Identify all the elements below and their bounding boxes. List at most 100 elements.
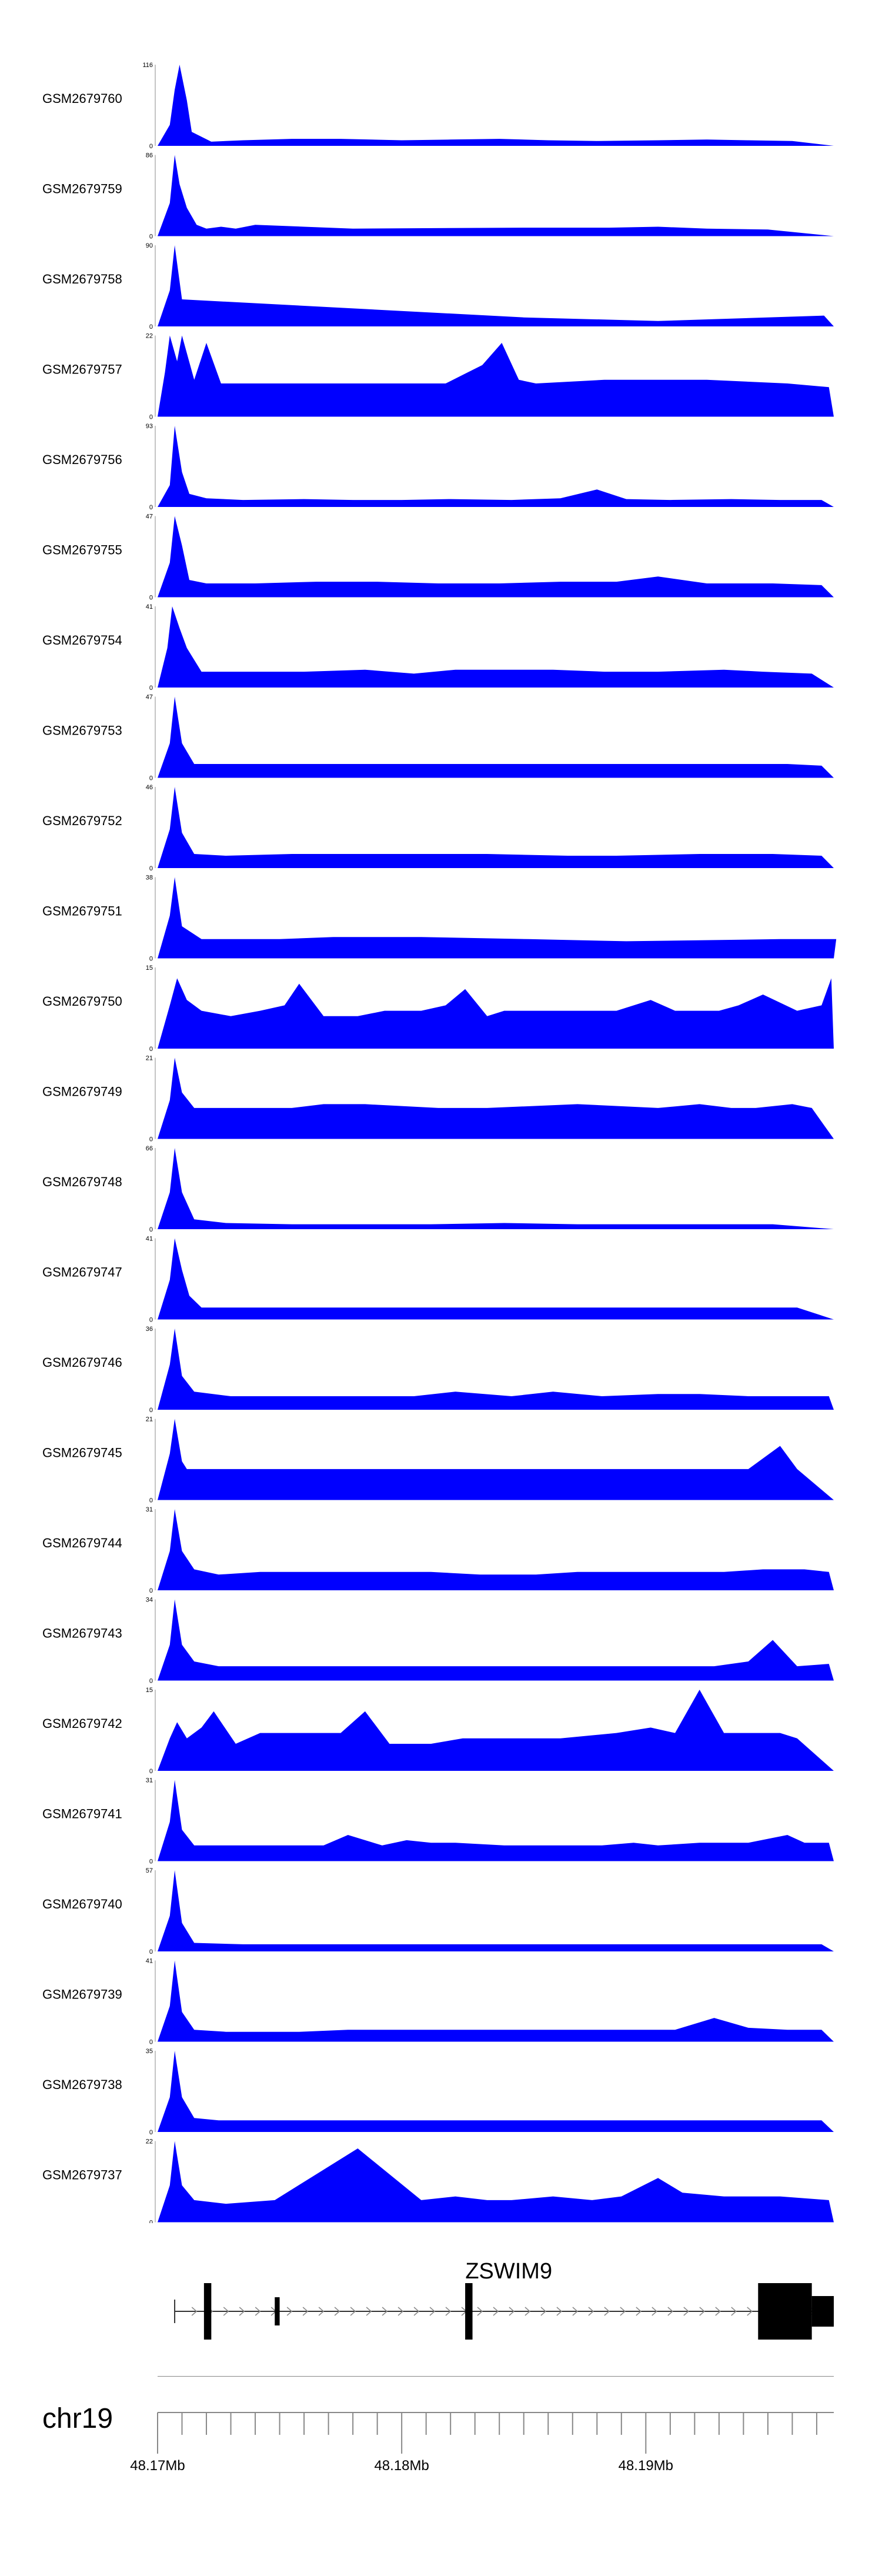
track-ymin-label: 0 — [149, 1678, 153, 1685]
strand-arrow — [715, 2307, 721, 2316]
track-label: GSM2679745 — [42, 1445, 122, 1460]
coverage-area — [158, 1238, 834, 1320]
track-GSM2679760: GSM2679760 116 0 — [42, 62, 834, 150]
track-label: GSM2679756 — [42, 452, 122, 467]
track-ymax-label: 21 — [146, 1416, 153, 1423]
track-GSM2679757: GSM2679757 22 0 — [42, 333, 834, 421]
track-label: GSM2679750 — [42, 994, 122, 1009]
track-ymin-label: 0 — [149, 1497, 153, 1504]
track-label: GSM2679743 — [42, 1626, 122, 1640]
track-ymin-label: 0 — [149, 2039, 153, 2046]
track-ymin-label: 0 — [149, 595, 153, 602]
coverage-area — [158, 516, 834, 598]
axis-tick-label: 48.18Mb — [374, 2458, 429, 2474]
strand-arrow — [445, 2307, 452, 2316]
track-label: GSM2679753 — [42, 723, 122, 738]
track-ymax-label: 90 — [146, 242, 153, 249]
strand-arrow — [572, 2307, 579, 2316]
track-label: GSM2679741 — [42, 1806, 122, 1821]
coverage-area — [158, 1960, 834, 2042]
strand-arrow — [620, 2307, 626, 2316]
axis-tick-label: 48.19Mb — [619, 2458, 673, 2474]
strand-arrow — [699, 2307, 705, 2316]
strand-arrow — [191, 2307, 198, 2316]
track-GSM2679753: GSM2679753 47 0 — [42, 694, 834, 782]
strand-arrow — [509, 2307, 515, 2316]
track-GSM2679739: GSM2679739 41 0 — [42, 1958, 834, 2046]
exon — [465, 2283, 473, 2340]
track-ymin-label: 0 — [149, 1136, 153, 1143]
track-GSM2679742: GSM2679742 15 0 — [42, 1687, 834, 1775]
exon — [811, 2296, 834, 2327]
coverage-area — [158, 787, 834, 868]
strand-arrow — [223, 2307, 229, 2316]
track-GSM2679738: GSM2679738 35 0 — [42, 2048, 834, 2136]
track-GSM2679759: GSM2679759 86 0 — [42, 152, 834, 241]
track-ymin-label: 0 — [149, 414, 153, 421]
coverage-area — [158, 155, 834, 236]
track-ymax-label: 15 — [146, 1687, 153, 1694]
coverage-area — [158, 1780, 834, 1861]
strand-arrow — [382, 2307, 388, 2316]
strand-arrow — [652, 2307, 657, 2316]
track-label: GSM2679740 — [42, 1897, 122, 1911]
strand-arrow — [604, 2307, 610, 2316]
track-GSM2679748: GSM2679748 66 0 — [42, 1145, 834, 1233]
coverage-area — [158, 1509, 834, 1590]
strand-arrow — [318, 2307, 325, 2316]
track-ymax-label: 93 — [146, 423, 153, 430]
track-ymin-label: 0 — [149, 1407, 153, 1414]
track-ymin-label: 0 — [149, 323, 153, 331]
track-ymax-label: 47 — [146, 513, 153, 520]
track-ymax-label: 36 — [146, 1326, 153, 1333]
strand-arrow — [667, 2307, 673, 2316]
track-ymin-label: 0 — [149, 956, 153, 963]
track-ymin-label: 0 — [149, 685, 153, 692]
track-label: GSM2679758 — [42, 272, 122, 286]
track-GSM2679747: GSM2679747 41 0 — [42, 1236, 834, 1324]
coverage-area — [158, 1870, 834, 1951]
track-ymax-label: 57 — [146, 1867, 153, 1874]
track-ymax-label: 66 — [146, 1145, 153, 1152]
track-ymax-label: 41 — [146, 603, 153, 610]
track-ymax-label: 21 — [146, 1055, 153, 1062]
coverage-tracks: GSM2679760 116 0 GSM2679759 86 0 GSM2679758 90 0… — [42, 62, 837, 2223]
track-label: GSM2679749 — [42, 1084, 122, 1099]
track-label: GSM2679751 — [42, 903, 122, 918]
track-ymin-label: 0 — [149, 1587, 153, 1594]
track-ymax-label: 15 — [146, 965, 153, 972]
coverage-area — [158, 606, 834, 688]
strand-arrow — [397, 2307, 404, 2316]
axis-tick-label: 48.17Mb — [130, 2458, 185, 2474]
track-label: GSM2679737 — [42, 2167, 122, 2182]
track-label: GSM2679742 — [42, 1716, 122, 1731]
track-ymax-label: 47 — [146, 694, 153, 701]
track-label: GSM2679744 — [42, 1536, 122, 1550]
track-label: GSM2679759 — [42, 181, 122, 196]
strand-arrow — [493, 2307, 499, 2316]
track-label: GSM2679748 — [42, 1174, 122, 1189]
coverage-area — [158, 1148, 834, 1229]
strand-arrow — [540, 2307, 547, 2316]
track-ymin-label: 0 — [149, 1768, 153, 1775]
track-ymax-label: 22 — [146, 2138, 153, 2145]
track-GSM2679749: GSM2679749 21 0 — [42, 1055, 834, 1143]
track-ymin-label: 0 — [149, 865, 153, 872]
strand-arrow — [334, 2307, 340, 2316]
coverage-area — [158, 1329, 834, 1410]
track-GSM2679741: GSM2679741 31 0 — [42, 1777, 834, 1866]
coverage-area — [158, 1057, 834, 1139]
track-label: GSM2679738 — [42, 2077, 122, 2092]
coverage-area — [158, 245, 834, 326]
track-ymax-label: 31 — [146, 1777, 153, 1784]
strand-arrow — [636, 2307, 642, 2316]
genome-axis: chr19 48.17Mb 48.18Mb 48.19Mb — [42, 2376, 834, 2474]
strand-arrow — [239, 2307, 245, 2316]
track-GSM2679743: GSM2679743 34 0 — [42, 1597, 834, 1685]
track-ymax-label: 116 — [142, 62, 153, 69]
track-GSM2679744: GSM2679744 31 0 — [42, 1506, 834, 1594]
track-GSM2679752: GSM2679752 46 0 — [42, 784, 834, 872]
strand-arrow — [524, 2307, 531, 2316]
track-ymin-label: 0 — [149, 504, 153, 511]
coverage-area — [158, 696, 834, 778]
